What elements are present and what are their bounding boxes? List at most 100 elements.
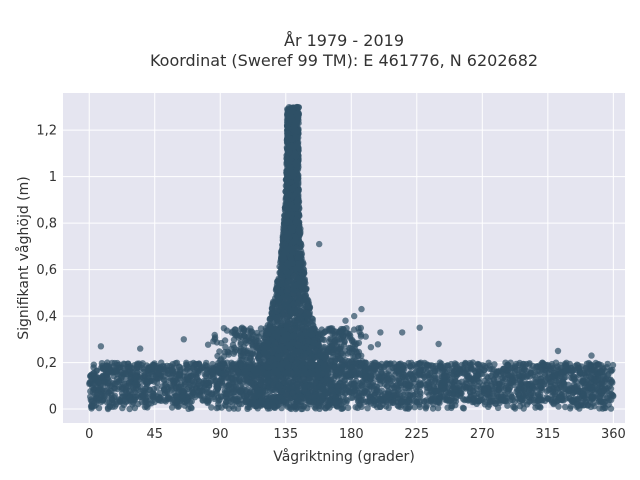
data-point [162,380,170,388]
data-point [463,376,470,383]
data-point [499,375,507,382]
data-point [190,378,197,386]
data-point [343,399,350,406]
data-point [216,380,223,387]
data-point [127,374,134,382]
data-point [141,403,149,411]
data-point [505,379,512,386]
data-point [550,400,557,408]
data-point [158,359,165,366]
data-point [481,401,489,408]
data-point [115,378,123,385]
data-point [576,369,583,376]
data-point [389,399,396,406]
data-point [195,369,202,377]
data-point [317,383,324,390]
data-point [504,361,512,369]
data-point [603,364,611,371]
data-point [412,385,420,393]
data-point [126,405,133,413]
data-point [131,404,139,412]
data-point [460,405,467,412]
data-point [122,398,129,406]
data-point [461,370,469,377]
data-point [236,389,244,396]
data-point [417,381,424,388]
data-point [588,369,595,377]
data-point [215,400,222,407]
data-point [429,405,437,412]
data-point [113,398,121,405]
data-point [173,402,180,409]
data-point [402,378,410,385]
data-point [585,359,592,367]
data-point [141,366,148,373]
data-point [454,392,461,399]
data-point [536,368,543,375]
data-point [125,360,132,367]
data-point [493,371,500,379]
data-point [483,381,490,389]
data-point [276,382,284,390]
data-point [448,403,456,410]
data-point [531,399,539,407]
data-point [181,402,188,409]
data-point [204,399,211,407]
data-point [334,382,341,389]
data-point [470,395,478,402]
data-point [501,397,508,405]
data-point [177,366,184,374]
data-point [146,386,154,393]
data-point [492,400,499,408]
data-point [202,379,209,387]
data-point [398,399,406,406]
data-point [509,396,516,404]
data-point [208,404,215,411]
data-point [569,398,576,405]
data-point [605,401,612,408]
data-point [574,388,581,395]
data-point [188,404,195,412]
data-point [453,367,460,375]
data-point [491,361,498,368]
data-point [160,368,167,375]
data-point [430,368,437,375]
data-point [444,372,451,380]
data-point [91,375,99,382]
data-point [515,372,523,379]
data-point [452,378,460,385]
data-point [377,369,385,376]
data-point [506,372,513,379]
data-point [557,361,564,369]
data-point [179,392,187,399]
data-point [546,365,554,373]
data-point [567,405,574,412]
data-point [151,398,158,406]
data-point [378,360,385,368]
data-point [395,361,402,368]
data-point [221,401,229,408]
data-point [597,392,604,399]
data-point [353,387,360,394]
data-point [223,391,230,398]
data-point [376,403,384,410]
data-point [99,397,106,404]
data-point [172,384,180,392]
data-point [513,360,520,368]
data-point [107,387,114,395]
data-point [424,362,431,369]
data-point [104,359,111,366]
data-point [105,379,112,386]
data-point [383,360,390,367]
data-point [91,380,98,388]
data-point [538,379,545,386]
data-point [88,401,96,409]
data-point [604,372,611,379]
data-point [600,387,608,395]
data-point [98,360,106,367]
data-point [225,405,233,412]
data-point [422,403,429,411]
data-point [490,386,498,393]
data-point [196,378,203,385]
data-point [554,379,562,386]
